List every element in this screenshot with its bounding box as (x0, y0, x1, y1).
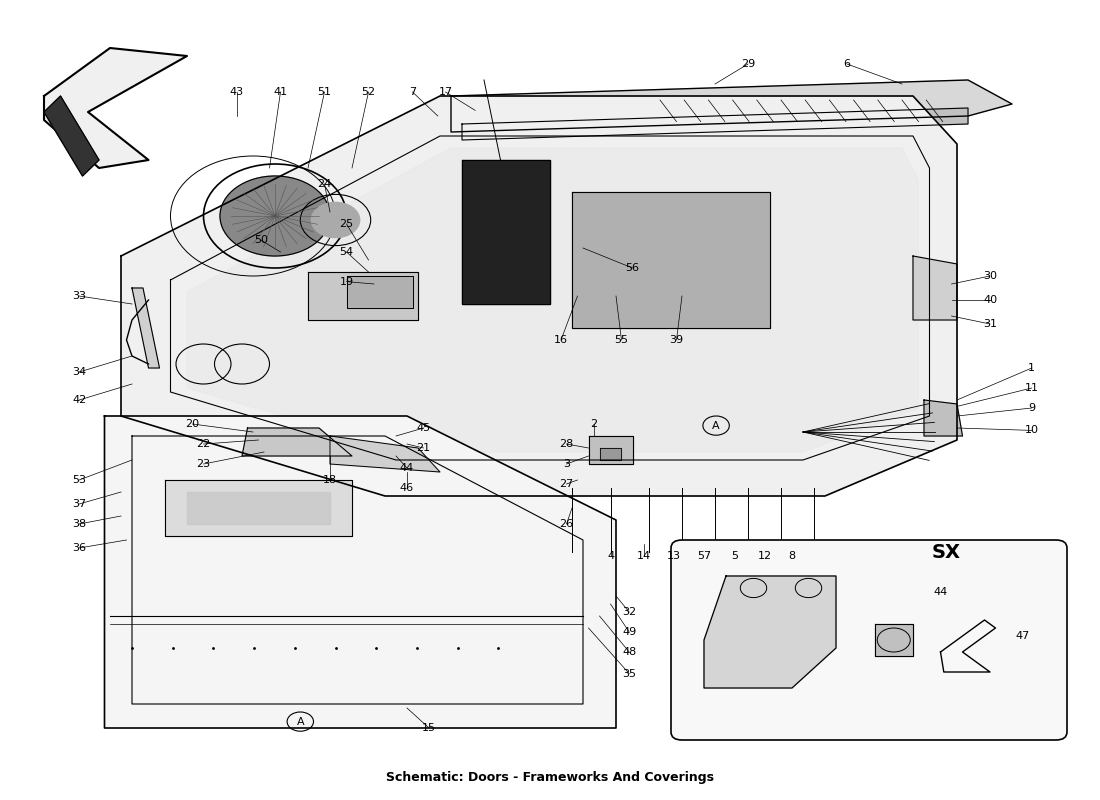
Text: 4: 4 (607, 551, 614, 561)
Polygon shape (924, 400, 962, 436)
FancyBboxPatch shape (671, 540, 1067, 740)
Text: 27: 27 (560, 479, 573, 489)
Text: 44: 44 (934, 587, 947, 597)
Polygon shape (588, 436, 632, 464)
Polygon shape (104, 416, 616, 728)
Polygon shape (874, 624, 913, 656)
Polygon shape (572, 192, 770, 328)
Text: 34: 34 (73, 367, 86, 377)
Text: 16: 16 (554, 335, 568, 345)
Text: 32: 32 (623, 607, 636, 617)
Text: 44: 44 (400, 463, 414, 473)
Text: 52: 52 (362, 87, 375, 97)
Text: 30: 30 (983, 271, 997, 281)
Text: 8: 8 (789, 551, 795, 561)
Text: 3: 3 (563, 459, 570, 469)
Text: 18: 18 (323, 475, 337, 485)
Text: 48: 48 (623, 647, 636, 657)
Polygon shape (242, 428, 352, 456)
Text: 42: 42 (73, 395, 86, 405)
Polygon shape (308, 272, 418, 320)
Text: 6: 6 (844, 59, 850, 69)
Text: 26: 26 (560, 519, 573, 529)
Text: 24: 24 (318, 179, 331, 189)
Text: 54: 54 (340, 247, 353, 257)
Polygon shape (451, 80, 1012, 132)
Text: 35: 35 (623, 669, 636, 678)
Text: 51: 51 (318, 87, 331, 97)
Polygon shape (44, 96, 99, 176)
Text: 15: 15 (422, 723, 436, 733)
Text: 53: 53 (73, 475, 86, 485)
Text: 36: 36 (73, 543, 86, 553)
Polygon shape (121, 96, 957, 496)
Text: A: A (297, 717, 304, 726)
Text: 1: 1 (1028, 363, 1035, 373)
Text: 7: 7 (409, 87, 416, 97)
Text: 19: 19 (340, 277, 353, 286)
Text: 9: 9 (1028, 403, 1035, 413)
Text: Schematic: Doors - Frameworks And Coverings: Schematic: Doors - Frameworks And Coveri… (386, 771, 714, 784)
Text: 21: 21 (417, 443, 430, 453)
Polygon shape (132, 288, 160, 368)
Polygon shape (940, 620, 996, 672)
Text: 45: 45 (417, 423, 430, 433)
Text: 31: 31 (983, 319, 997, 329)
Text: 49: 49 (623, 627, 636, 637)
Text: 50: 50 (254, 235, 267, 245)
Text: 29: 29 (741, 59, 755, 69)
Text: 28: 28 (560, 439, 573, 449)
Circle shape (220, 176, 330, 256)
Text: A: A (713, 421, 719, 430)
Text: 13: 13 (668, 551, 681, 561)
Text: 41: 41 (274, 87, 287, 97)
Text: 20: 20 (186, 419, 199, 429)
Polygon shape (462, 108, 968, 140)
Polygon shape (165, 480, 352, 536)
Text: 40: 40 (983, 295, 997, 305)
Text: 23: 23 (197, 459, 210, 469)
Text: 56: 56 (626, 263, 639, 273)
Text: 43: 43 (230, 87, 243, 97)
Text: 47: 47 (1016, 631, 1030, 641)
Polygon shape (44, 48, 187, 168)
Text: 22: 22 (197, 439, 210, 449)
Polygon shape (600, 448, 621, 460)
Text: 17: 17 (439, 87, 452, 97)
Text: 46: 46 (400, 483, 414, 493)
Text: 11: 11 (1025, 383, 1038, 393)
Text: 37: 37 (73, 499, 86, 509)
Polygon shape (462, 160, 550, 304)
Text: SX: SX (932, 542, 960, 562)
Polygon shape (913, 256, 957, 320)
Text: 10: 10 (1025, 426, 1038, 435)
Polygon shape (346, 276, 412, 308)
Text: 25: 25 (340, 219, 353, 229)
Circle shape (311, 202, 360, 238)
Text: 39: 39 (670, 335, 683, 345)
Polygon shape (187, 148, 918, 452)
Text: 2: 2 (591, 419, 597, 429)
Text: 14: 14 (637, 551, 650, 561)
Text: 12: 12 (758, 551, 771, 561)
Polygon shape (330, 436, 440, 472)
Text: 38: 38 (73, 519, 86, 529)
Polygon shape (187, 492, 330, 524)
Text: 55: 55 (615, 335, 628, 345)
Text: 33: 33 (73, 291, 86, 301)
Text: 57: 57 (697, 551, 711, 561)
Polygon shape (704, 576, 836, 688)
Text: 5: 5 (732, 551, 738, 561)
